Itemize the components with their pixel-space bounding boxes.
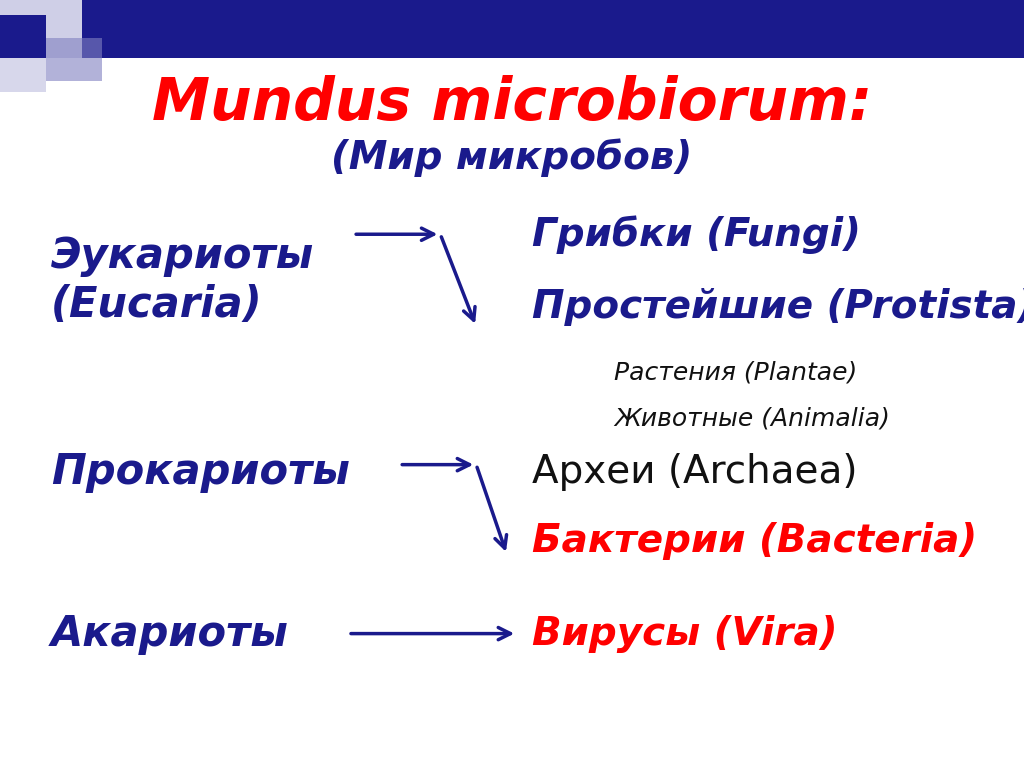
Text: Животные (Animalia): Животные (Animalia) (614, 406, 890, 431)
Text: Бактерии (Bacteria): Бактерии (Bacteria) (532, 522, 978, 561)
Text: Вирусы (Vira): Вирусы (Vira) (532, 614, 838, 653)
Text: (Мир микробов): (Мир микробов) (332, 138, 692, 177)
Bar (46, 38, 102, 81)
Text: Растения (Plantae): Растения (Plantae) (614, 360, 858, 385)
Text: Акариоты: Акариоты (51, 613, 289, 654)
Text: Грибки (Fungi): Грибки (Fungi) (532, 215, 861, 253)
Bar (0, 0, 82, 58)
Text: Mundus microbiorum:: Mundus microbiorum: (152, 75, 872, 132)
Bar (0, 15, 46, 58)
Text: Археи (Archaea): Археи (Archaea) (532, 453, 858, 492)
Bar (82, 0, 1024, 58)
Text: Простейшие (Protista): Простейшие (Protista) (532, 288, 1024, 326)
Bar (0, 58, 46, 92)
Text: Эукариоты
(Eucaria): Эукариоты (Eucaria) (51, 235, 314, 326)
Text: Прокариоты: Прокариоты (51, 452, 350, 493)
